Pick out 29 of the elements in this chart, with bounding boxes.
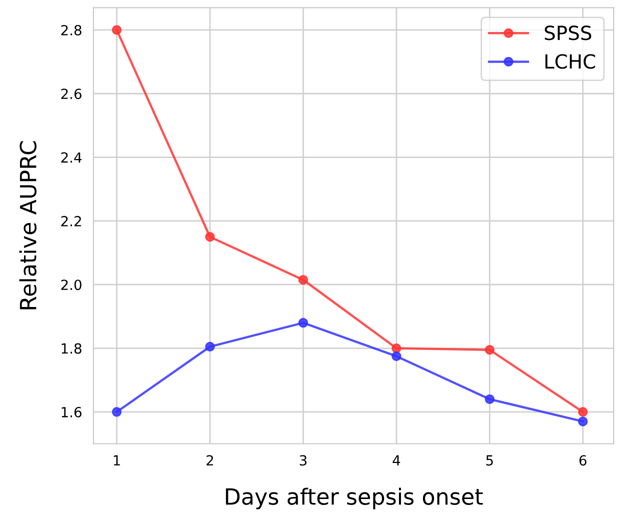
- point: [112, 25, 122, 35]
- x-tick-label: 6: [579, 455, 586, 466]
- point: [392, 343, 402, 354]
- x-tick-label: 1: [114, 455, 120, 466]
- y-tick-label: 2.8: [61, 24, 82, 36]
- x-axis-title: Days after sepsis onset: [226, 488, 483, 510]
- legend-label: LCHC: [545, 54, 596, 69]
- y-axis-title: Relative AUPRC: [19, 141, 36, 310]
- point: [392, 351, 402, 362]
- point: [484, 394, 495, 404]
- y-tick-label: 2.2: [61, 216, 81, 226]
- y-tick-label: 2.4: [61, 152, 82, 163]
- point: [298, 318, 308, 328]
- point: [298, 274, 308, 285]
- x-tick-label: 2: [206, 455, 214, 466]
- y-tick-label: 1.8: [62, 343, 82, 354]
- point: [578, 416, 588, 426]
- y-tick-label: 2.6: [61, 88, 82, 100]
- point: [484, 344, 495, 355]
- point: [578, 407, 588, 417]
- point: [112, 407, 122, 417]
- y-tick-label: 2.0: [61, 280, 82, 290]
- x-tick-label: 5: [486, 455, 493, 466]
- point: [205, 342, 215, 352]
- point: [205, 232, 215, 242]
- x-tick-label: 4: [392, 455, 400, 466]
- legend-label: SPSS: [544, 26, 592, 40]
- x-tick-label: 3: [300, 455, 307, 466]
- y-tick-label: 1.6: [62, 406, 82, 418]
